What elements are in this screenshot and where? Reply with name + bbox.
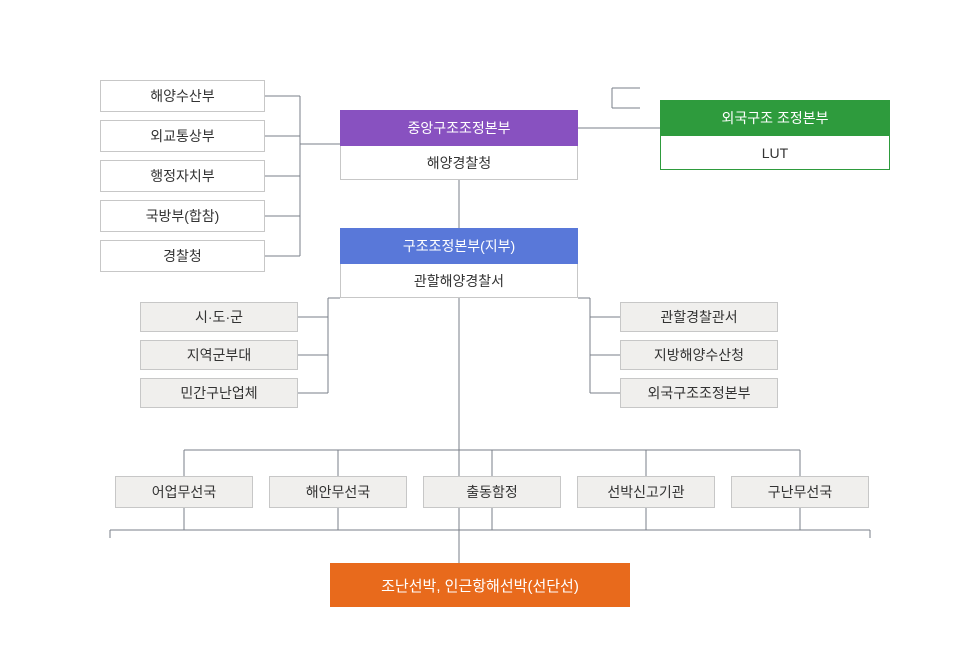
center-mid-header: 구조조정본부(지부) <box>340 228 578 264</box>
ministry-box-label-1: 외교통상부 <box>150 126 214 146</box>
bottom-label: 조난선박, 인근항해선박(선단선) <box>381 575 579 596</box>
foreign-sub: LUT <box>660 136 890 170</box>
center-mid-sub-label: 관할해양경찰서 <box>414 271 504 291</box>
left-sub-box-label-2: 민간구난업체 <box>180 383 257 403</box>
ministry-box-4: 경찰청 <box>100 240 265 272</box>
row5-box-1: 해안무선국 <box>269 476 407 508</box>
ministry-box-0: 해양수산부 <box>100 80 265 112</box>
right-sub-box-label-2: 외국구조조정본부 <box>647 383 750 403</box>
row5-box-label-3: 선박신고기관 <box>607 482 684 502</box>
center-top-sub-label: 해양경찰청 <box>427 153 491 173</box>
bottom-box: 조난선박, 인근항해선박(선단선) <box>330 563 630 607</box>
foreign-sub-label: LUT <box>762 145 788 161</box>
right-sub-box-2: 외국구조조정본부 <box>620 378 778 408</box>
ministry-box-2: 행정자치부 <box>100 160 265 192</box>
left-sub-box-label-0: 시·도·군 <box>195 307 243 327</box>
row5-box-label-4: 구난무선국 <box>768 482 832 502</box>
foreign-header-label: 외국구조 조정본부 <box>722 108 829 128</box>
right-sub-box-1: 지방해양수산청 <box>620 340 778 370</box>
ministry-box-label-2: 행정자치부 <box>150 166 214 186</box>
row5-box-2: 출동함정 <box>423 476 561 508</box>
left-sub-box-2: 민간구난업체 <box>140 378 298 408</box>
center-top-header: 중앙구조조정본부 <box>340 110 578 146</box>
right-sub-box-0: 관할경찰관서 <box>620 302 778 332</box>
row5-box-3: 선박신고기관 <box>577 476 715 508</box>
right-sub-box-label-0: 관할경찰관서 <box>660 307 737 327</box>
center-top-header-label: 중앙구조조정본부 <box>407 118 510 138</box>
right-sub-box-label-1: 지방해양수산청 <box>654 345 744 365</box>
ministry-box-label-4: 경찰청 <box>163 246 202 266</box>
center-mid-header-label: 구조조정본부(지부) <box>403 236 515 256</box>
row5-box-label-2: 출동함정 <box>466 482 518 502</box>
left-sub-box-label-1: 지역군부대 <box>187 345 251 365</box>
ministry-box-1: 외교통상부 <box>100 120 265 152</box>
center-mid-sub: 관할해양경찰서 <box>340 264 578 298</box>
left-sub-box-0: 시·도·군 <box>140 302 298 332</box>
center-top-sub: 해양경찰청 <box>340 146 578 180</box>
ministry-box-label-0: 해양수산부 <box>150 86 214 106</box>
row5-box-label-0: 어업무선국 <box>152 482 216 502</box>
ministry-box-label-3: 국방부(합참) <box>146 206 220 226</box>
ministry-box-3: 국방부(합참) <box>100 200 265 232</box>
row5-box-0: 어업무선국 <box>115 476 253 508</box>
foreign-header: 외국구조 조정본부 <box>660 100 890 136</box>
row5-box-4: 구난무선국 <box>731 476 869 508</box>
row5-box-label-1: 해안무선국 <box>306 482 370 502</box>
left-sub-box-1: 지역군부대 <box>140 340 298 370</box>
